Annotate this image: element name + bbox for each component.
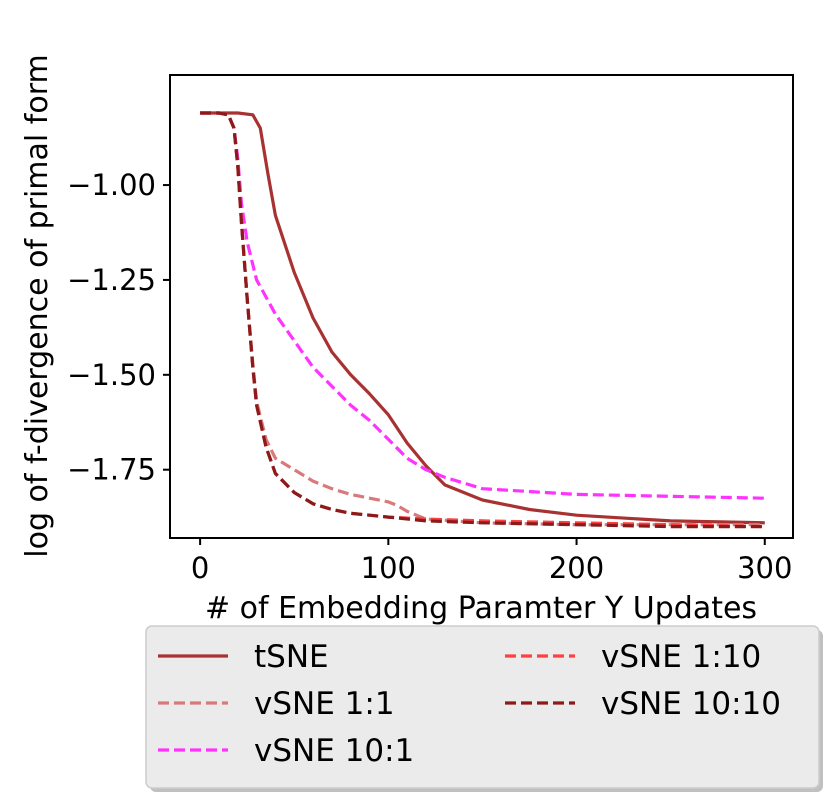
- y-tick-label: −1.25: [67, 263, 156, 297]
- y-tick-label: −1.75: [67, 453, 156, 487]
- legend-box: [145, 625, 820, 789]
- legend-label-vsne-10-10: vSNE 10:10: [601, 686, 781, 722]
- x-tick-label: 0: [191, 551, 209, 585]
- x-tick-label: 100: [361, 551, 416, 585]
- plot-area: [169, 74, 794, 539]
- x-axis-label: # of Embedding Paramter Y Updates: [205, 591, 757, 626]
- series-line-vsne-10-10: [200, 111, 765, 529]
- legend: tSNE vSNE 1:1 vSNE 10:1 vSNE 1:10 vSNE 10:10: [145, 625, 823, 792]
- y-axis-label: log of f-divergence of primal form: [20, 54, 55, 557]
- legend-label-vsne-10-1: vSNE 10:1: [254, 733, 414, 769]
- legend-label-tsne: tSNE: [254, 639, 329, 675]
- legend-label-vsne-1-10: vSNE 1:10: [601, 639, 761, 675]
- x-tick-label: 300: [737, 551, 792, 585]
- legend-items: tSNE vSNE 1:1 vSNE 10:1 vSNE 1:10 vSNE 10:10: [158, 639, 781, 769]
- series-layer: [200, 111, 765, 529]
- y-tick-label: −1.00: [67, 168, 156, 202]
- x-tick-label: 200: [549, 551, 604, 585]
- y-tick-label: −1.50: [67, 358, 156, 392]
- series-line-tsne: [200, 111, 765, 525]
- axis-ticks: 0 100 200 300 −1.00 −1.25 −1.50 −1.75: [67, 168, 792, 585]
- legend-label-vsne-1-1: vSNE 1:1: [254, 686, 395, 722]
